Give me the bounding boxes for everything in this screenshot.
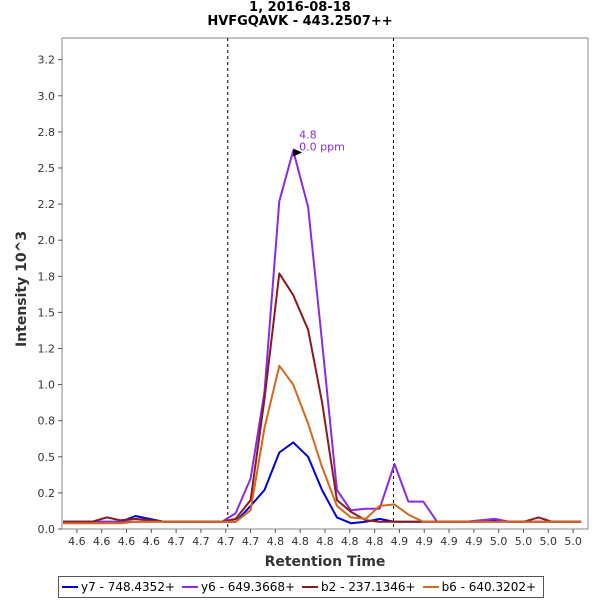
- x-tick-label: 4.9: [440, 535, 458, 548]
- x-tick-label: 4.8: [316, 535, 334, 548]
- y-tick-label: 1.2: [38, 342, 56, 355]
- legend-label-b6: b6 - 640.3202+: [441, 580, 537, 594]
- x-tick-label: 4.8: [267, 535, 285, 548]
- legend: y7 - 748.4352+ y6 - 649.3668+ b2 - 237.1…: [58, 576, 544, 598]
- x-tick-label: 4.7: [167, 535, 185, 548]
- peak-annotation: 4.80.0 ppm: [293, 129, 345, 157]
- legend-swatch-y6: [182, 586, 199, 588]
- chart-subtitle: HVFGQAVK - 443.2507++: [207, 14, 393, 29]
- y-tick-label: 1.8: [38, 270, 56, 283]
- x-axis-title: Retention Time: [265, 554, 386, 570]
- legend-swatch-b2: [302, 586, 319, 588]
- x-axis: 4.6 4.6 4.6 4.6 4.7 4.7 4.7 4.7 4.8 4.8 4.8 4.8 4.8 4…: [68, 529, 582, 548]
- y-tick-label: 2.8: [38, 126, 56, 139]
- x-tick-label: 5.0: [490, 535, 508, 548]
- y-tick-label: 0.2: [38, 487, 56, 500]
- x-tick-label: 4.6: [143, 535, 161, 548]
- y-tick-label: 0.8: [38, 415, 56, 428]
- chromatogram-chart: 0.0 0.2 0.5 0.8 1.0 1.2 1.5 1.8 2.0 2.2 2.5 2.8 3.0 3…: [14, 37, 589, 570]
- x-tick-label: 4.7: [217, 535, 235, 548]
- legend-swatch-b6: [422, 586, 439, 588]
- series-lines: [63, 149, 582, 525]
- y-axis-title: Intensity 10^3: [14, 231, 30, 347]
- y-tick-label: 2.2: [38, 198, 56, 211]
- y-tick-label: 0.0: [38, 523, 56, 536]
- legend-item-y7: y7 - 748.4352+: [62, 580, 175, 594]
- x-tick-label: 4.9: [391, 535, 409, 548]
- y-tick-label: 0.5: [38, 451, 56, 464]
- legend-label-b2: b2 - 237.1346+: [321, 580, 416, 594]
- x-tick-label: 4.6: [68, 535, 86, 548]
- plot-area: [61, 37, 589, 530]
- x-tick-label: 4.7: [192, 535, 210, 548]
- legend-item-y6: y6 - 649.3668+: [182, 580, 295, 594]
- annotation-ppm: 0.0 ppm: [299, 141, 345, 154]
- legend-swatch-y7: [62, 586, 78, 588]
- y-tick-label: 3.0: [38, 90, 56, 103]
- series-line: [63, 441, 582, 525]
- y-axis: 0.0 0.2 0.5 0.8 1.0 1.2 1.5 1.8 2.0 2.2 2.5 2.8 3.0 3…: [38, 54, 62, 536]
- x-tick-label: 5.0: [564, 535, 582, 548]
- chart-title: 1, 2016-08-18: [249, 0, 351, 15]
- legend-item-b2: b2 - 237.1346+: [302, 580, 416, 594]
- x-tick-label: 4.6: [118, 535, 136, 548]
- y-tick-label: 1.0: [38, 379, 56, 392]
- legend-label-y6: y6 - 649.3668+: [201, 580, 296, 594]
- x-tick-label: 4.9: [415, 535, 433, 548]
- legend-label-y7: y7 - 748.4352+: [81, 580, 176, 594]
- x-tick-label: 4.9: [465, 535, 483, 548]
- x-tick-label: 4.8: [341, 535, 359, 548]
- peak-marker-icon: [293, 148, 303, 157]
- peak-boundaries: [227, 38, 394, 529]
- y-tick-label: 3.2: [38, 54, 56, 67]
- x-tick-label: 4.8: [366, 535, 384, 548]
- legend-item-b6: b6 - 640.3202+: [422, 580, 537, 594]
- x-tick-label: 4.6: [93, 535, 111, 548]
- y-tick-label: 2.5: [38, 162, 56, 175]
- x-tick-label: 5.0: [515, 535, 533, 548]
- y-tick-label: 1.5: [38, 306, 56, 319]
- annotation-rt: 4.8: [299, 129, 317, 142]
- x-tick-label: 5.0: [540, 535, 558, 548]
- x-tick-label: 4.7: [242, 535, 260, 548]
- series-line: [63, 364, 582, 525]
- y-tick-label: 2.0: [38, 234, 56, 247]
- x-tick-label: 4.8: [291, 535, 309, 548]
